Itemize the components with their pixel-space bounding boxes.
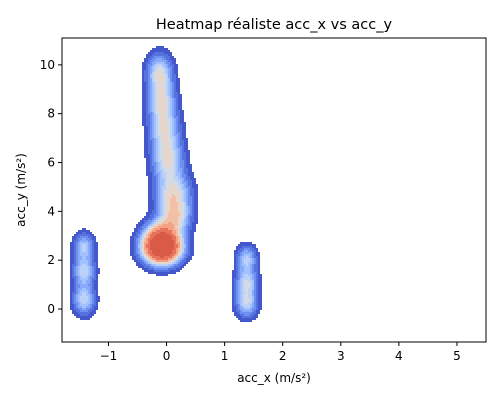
y-tick-label: 10 <box>40 58 55 72</box>
density-level-6 <box>142 66 250 304</box>
y-tick-label: 6 <box>47 156 55 170</box>
x-tick-label: 5 <box>453 349 461 363</box>
plot-frame <box>61 37 487 343</box>
y-axis-label: acc_y (m/s²) <box>14 153 28 227</box>
x-tick-label: 1 <box>221 349 229 363</box>
density-level-11 <box>150 232 174 258</box>
x-tick-label: −1 <box>100 349 118 363</box>
density-level-8 <box>144 194 180 262</box>
density-level-7 <box>142 70 182 264</box>
x-tick-label: 0 <box>163 349 171 363</box>
y-tick-label: 2 <box>47 253 55 267</box>
x-tick-label: 2 <box>279 349 287 363</box>
x-tick-label: 3 <box>337 349 345 363</box>
y-tick-label: 4 <box>47 204 55 218</box>
y-axis-ticks: 0 2 4 6 8 10 <box>40 58 62 316</box>
density-contours <box>70 46 262 322</box>
density-level-2 <box>74 56 256 316</box>
y-tick-label: 8 <box>47 107 55 121</box>
x-tick-label: 4 <box>395 349 403 363</box>
x-axis-label: acc_x (m/s²) <box>237 371 311 385</box>
x-axis-ticks: −1 0 1 2 3 4 5 <box>100 342 461 363</box>
chart-title: Heatmap réaliste acc_x vs acc_y <box>156 17 393 33</box>
y-tick-label: 0 <box>47 302 55 316</box>
